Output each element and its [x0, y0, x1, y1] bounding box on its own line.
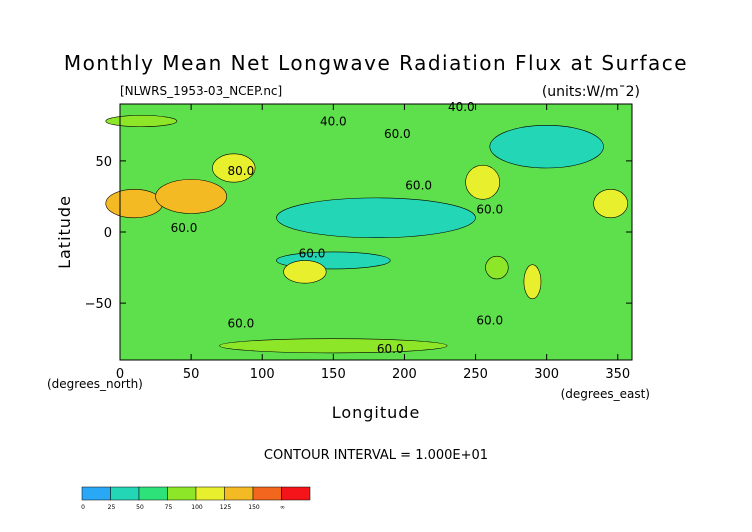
- y-axis-label: Latitude: [55, 195, 74, 269]
- field-region-6: [283, 260, 327, 284]
- colorbar-swatch-6: [252, 486, 282, 501]
- contour-labels: 40.0 40.0 60.0 80.0 60.0 60.0 60.0 60.0 60.0 60.0…: [171, 100, 503, 356]
- x-tick-label-3: 150: [321, 367, 346, 382]
- contour-label-5: 60.0: [476, 203, 503, 217]
- x-tick-label-2: 100: [250, 367, 275, 382]
- colorbar-tick-5: 125: [220, 504, 232, 511]
- x-tick-label-1: 50: [183, 367, 200, 382]
- colorbar: 0 25 50 75 100 125 150 ∞: [81, 486, 311, 511]
- field-region-5: [212, 153, 256, 183]
- contour-label-9: 60.0: [228, 316, 255, 330]
- colorbar-swatch-5: [224, 486, 254, 501]
- y-tick-label-1: 0: [104, 226, 112, 241]
- plot-area: 40.0 40.0 60.0 80.0 60.0 60.0 60.0 60.0 60.0 60.0…: [105, 100, 633, 361]
- field-region-3: [105, 189, 163, 219]
- contour-label-2: 60.0: [384, 127, 411, 141]
- x-tick-label-4: 200: [392, 367, 417, 382]
- colorbar-tick-7: ∞: [280, 504, 285, 511]
- colorbar-tick-2: 50: [136, 504, 144, 511]
- chart-title: Monthly Mean Net Longwave Radiation Flux…: [64, 51, 688, 75]
- field-region-9: [523, 264, 542, 300]
- colorbar-tick-4: 100: [191, 504, 203, 511]
- contour-label-0: 40.0: [320, 114, 347, 128]
- contour-label-1: 40.0: [448, 100, 475, 114]
- x-axis-label: Longitude: [332, 403, 421, 422]
- contour-label-3: 80.0: [228, 164, 255, 178]
- y-tick-label-2: 50: [95, 155, 112, 170]
- colorbar-swatch-1: [110, 486, 140, 501]
- contour-label-4: 60.0: [405, 178, 432, 192]
- contour-label-7: 60.0: [299, 247, 326, 261]
- colorbar-swatch-7: [281, 486, 311, 501]
- contour-interval-note: CONTOUR INTERVAL = 1.000E+01: [264, 448, 488, 463]
- x-tick-label-6: 300: [534, 367, 559, 382]
- field-region-0: [276, 197, 476, 238]
- field-region-11: [105, 115, 178, 128]
- field-region-8: [593, 189, 629, 219]
- contour-label-8: 60.0: [476, 313, 503, 327]
- y-unit-note: (degrees_north): [47, 377, 143, 391]
- colorbar-swatch-3: [167, 486, 197, 501]
- x-tick-label-0: 0: [116, 367, 124, 382]
- x-unit-note: (degrees_east): [561, 387, 650, 401]
- x-tick-label-7: 350: [605, 367, 630, 382]
- field-region-4: [155, 179, 227, 214]
- y-axis-ticks: −50 0 50: [85, 155, 632, 312]
- contour-label-10: 60.0: [377, 342, 404, 356]
- contour-label-6: 60.0: [171, 221, 198, 235]
- colorbar-swatch-4: [195, 486, 225, 501]
- colorbar-swatch-2: [138, 486, 168, 501]
- x-axis-ticks: 0 50 100 150 200 250 300 350: [116, 104, 630, 382]
- y-tick-label-0: −50: [85, 297, 112, 312]
- field-region-7: [465, 164, 501, 200]
- colorbar-tick-6: 150: [248, 504, 260, 511]
- field-region-2: [489, 125, 604, 169]
- colorbar-tick-3: 75: [165, 504, 173, 511]
- field-region-12: [219, 338, 448, 354]
- colorbar-tick-1: 25: [108, 504, 116, 511]
- units-label: (units:W/m¯2): [542, 84, 640, 100]
- source-file-label: [NLWRS_1953-03_NCEP.nc]: [120, 84, 282, 98]
- field-region-10: [485, 255, 509, 280]
- x-tick-label-5: 250: [463, 367, 488, 382]
- colorbar-swatch-0: [81, 486, 111, 501]
- colorbar-tick-0: 0: [81, 504, 85, 511]
